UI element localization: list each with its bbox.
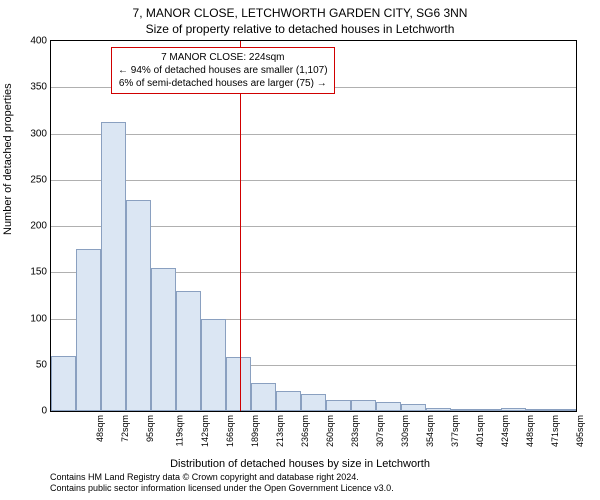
x-tick-label: 213sqm — [275, 415, 285, 447]
info-line-3: 6% of semi-detached houses are larger (7… — [118, 77, 328, 90]
y-tick-label: 100 — [30, 313, 51, 324]
histogram-bar — [251, 383, 276, 411]
histogram-bar — [526, 409, 551, 411]
histogram-bar — [326, 400, 351, 411]
x-tick-label: 283sqm — [350, 415, 360, 447]
histogram-bar — [101, 122, 126, 411]
footnote-line1: Contains HM Land Registry data © Crown c… — [50, 472, 394, 483]
histogram-bar — [476, 409, 501, 411]
x-tick-label: 236sqm — [300, 415, 310, 447]
x-tick-label: 142sqm — [200, 415, 210, 447]
x-tick-label: 119sqm — [174, 415, 184, 446]
x-tick-label: 471sqm — [550, 415, 560, 447]
y-tick-label: 200 — [30, 221, 51, 232]
title-secondary: Size of property relative to detached ho… — [0, 22, 600, 36]
histogram-bar — [301, 394, 326, 411]
x-tick-label: 330sqm — [400, 415, 410, 447]
x-tick-label: 307sqm — [375, 415, 385, 447]
x-tick-label: 48sqm — [95, 415, 105, 442]
y-tick-label: 0 — [41, 406, 51, 417]
y-axis-label: Number of detached properties — [2, 223, 14, 235]
y-tick-label: 250 — [30, 174, 51, 185]
title-primary: 7, MANOR CLOSE, LETCHWORTH GARDEN CITY, … — [0, 6, 600, 20]
info-line-2: ← 94% of detached houses are smaller (1,… — [118, 64, 328, 77]
x-tick-label: 166sqm — [225, 415, 235, 447]
x-tick-label: 448sqm — [525, 415, 535, 447]
footnote: Contains HM Land Registry data © Crown c… — [50, 472, 394, 494]
y-tick-label: 400 — [30, 36, 51, 47]
marker-info-box: 7 MANOR CLOSE: 224sqm ← 94% of detached … — [111, 47, 335, 94]
footnote-line2: Contains public sector information licen… — [50, 483, 394, 494]
y-tick-label: 50 — [36, 359, 51, 370]
histogram-bar — [276, 391, 301, 411]
x-tick-label: 189sqm — [250, 415, 260, 447]
histogram-bar — [151, 268, 176, 411]
x-tick-label: 72sqm — [120, 415, 130, 442]
histogram-bar — [426, 408, 451, 411]
gridline — [51, 180, 576, 181]
x-axis-label: Distribution of detached houses by size … — [0, 458, 600, 470]
x-tick-label: 495sqm — [575, 415, 585, 447]
histogram-bar — [176, 291, 201, 411]
histogram-bar — [451, 409, 476, 411]
histogram-bar — [501, 408, 526, 411]
info-line-1: 7 MANOR CLOSE: 224sqm — [118, 51, 328, 64]
x-tick-label: 260sqm — [325, 415, 335, 447]
histogram-bar — [126, 200, 151, 411]
y-tick-label: 350 — [30, 82, 51, 93]
x-tick-label: 424sqm — [500, 415, 510, 447]
x-tick-label: 401sqm — [475, 415, 485, 447]
y-tick-label: 300 — [30, 128, 51, 139]
histogram-bar — [76, 249, 101, 411]
histogram-bar — [201, 319, 226, 412]
plot-area: 05010015020025030035040048sqm72sqm95sqm1… — [50, 40, 577, 412]
marker-line — [240, 41, 241, 411]
histogram-bar — [351, 400, 376, 411]
histogram-bar — [51, 356, 76, 412]
x-tick-label: 95sqm — [145, 415, 155, 442]
gridline — [51, 134, 576, 135]
histogram-bar — [376, 402, 401, 411]
histogram-bar — [551, 409, 576, 411]
histogram-bar — [401, 404, 426, 411]
y-tick-label: 150 — [30, 267, 51, 278]
histogram-bar — [226, 357, 251, 411]
x-tick-label: 354sqm — [425, 415, 435, 447]
chart-container: 7, MANOR CLOSE, LETCHWORTH GARDEN CITY, … — [0, 0, 600, 500]
x-tick-label: 377sqm — [450, 415, 460, 447]
